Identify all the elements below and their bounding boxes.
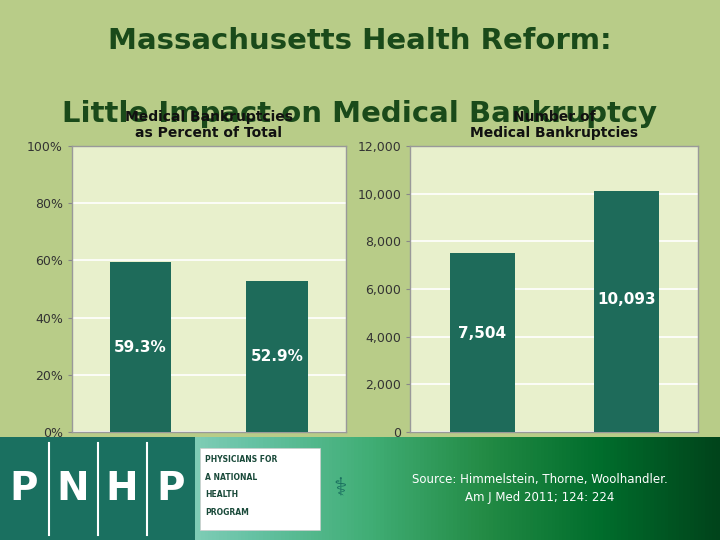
Text: Source: Himmelstein, Thorne, Woolhandler.
Am J Med 2011; 124: 224: Source: Himmelstein, Thorne, Woolhandler… [412,473,668,504]
Text: 59.3%: 59.3% [114,340,167,355]
Text: N: N [57,470,89,508]
Text: PROGRAM: PROGRAM [205,508,249,517]
Bar [0,437,195,540]
Text: P: P [157,470,185,508]
Text: H: H [106,470,138,508]
Text: A NATIONAL: A NATIONAL [205,473,257,482]
Text: Medical Bankruptcies
as Percent of Total: Medical Bankruptcies as Percent of Total [125,110,293,140]
Bar [200,448,320,530]
Bar [109,262,171,432]
Text: PHYSICIANS FOR: PHYSICIANS FOR [205,455,277,464]
Text: Little Impact on Medical Bankruptcy: Little Impact on Medical Bankruptcy [63,100,657,128]
Text: Number of
Medical Bankruptcies: Number of Medical Bankruptcies [470,110,639,140]
Bar [246,281,308,432]
Text: 10,093: 10,093 [597,292,656,307]
Text: HEALTH: HEALTH [205,490,238,500]
Text: ⚕: ⚕ [333,477,347,501]
Text: 52.9%: 52.9% [251,349,304,364]
Text: Massachusetts Health Reform:: Massachusetts Health Reform: [108,27,612,55]
Bar [450,253,515,432]
Text: P: P [10,470,38,508]
Bar [594,191,659,432]
Text: 7,504: 7,504 [459,326,506,341]
